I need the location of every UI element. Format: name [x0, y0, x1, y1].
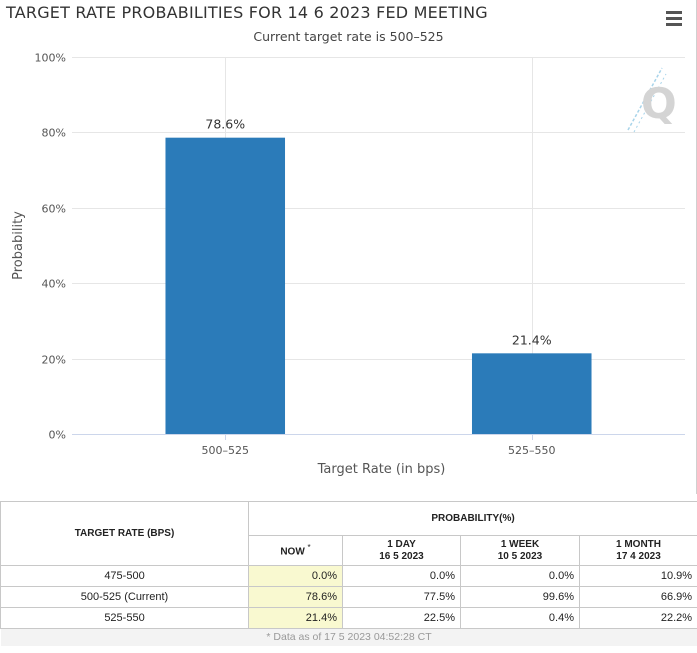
probability-table: TARGET RATE (BPS) PROBABILITY(%) NOW * 1…: [0, 501, 697, 646]
cell-1-day: 22.5%: [342, 607, 461, 629]
column-header-1-month: 1 MONTH 17 4 2023: [578, 535, 697, 566]
cell-1-day: 77.5%: [342, 586, 461, 608]
cell-1-month: 66.9%: [578, 586, 697, 608]
cell-1-week: 99.6%: [460, 586, 580, 608]
chart-grid: [72, 57, 685, 440]
chart-subtitle: Current target rate is 500–525: [253, 29, 444, 44]
y-tick-label: 0%: [49, 429, 66, 442]
column-header-1-day-date: 16 5 2023: [379, 550, 424, 562]
table-row: 525-550 21.4% 22.5% 0.4% 22.2%: [0, 607, 697, 629]
chart-panel: Q 0% 20% 40% 60% 80% 100% 78.6% 500–525 21.4% 525…: [6, 0, 697, 494]
x-tick-label: 500–525: [202, 444, 250, 457]
y-tick-label: 20%: [42, 354, 66, 367]
column-header-1-month-date: 17 4 2023: [616, 550, 661, 562]
target-rate-header: TARGET RATE (BPS): [0, 501, 249, 566]
table-row: 500-525 (Current) 78.6% 77.5% 99.6% 66.9…: [0, 586, 697, 608]
table-row: 475-500 0.0% 0.0% 0.0% 10.9%: [0, 565, 697, 587]
chart-labels: 0% 20% 40% 60% 80% 100% 78.6% 500–525 21.4% 525–5…: [11, 52, 556, 478]
cell-1-week: 0.4%: [460, 607, 580, 629]
watermark-letter: Q: [641, 79, 677, 128]
column-header-1-week-label: 1 WEEK: [500, 538, 540, 550]
y-tick-label: 80%: [42, 127, 66, 140]
column-header-now: NOW *: [248, 535, 343, 566]
row-rate: 475-500: [0, 565, 249, 587]
bar-data-label: 78.6%: [205, 117, 245, 132]
cell-1-month: 10.9%: [578, 565, 697, 587]
cell-now: 0.0%: [248, 565, 343, 587]
column-header-now-asterisk: *: [307, 543, 311, 553]
cell-1-week: 0.0%: [460, 565, 580, 587]
chart-title: TARGET RATE PROBABILITIES FOR 14 6 2023 …: [6, 3, 488, 22]
column-header-1-month-label: 1 MONTH: [616, 538, 662, 550]
probability-table-container: TARGET RATE (BPS) PROBABILITY(%) NOW * 1…: [0, 501, 697, 646]
column-header-1-day-label: 1 DAY: [387, 538, 416, 550]
y-tick-label: 40%: [42, 278, 66, 291]
cell-now: 78.6%: [248, 586, 343, 608]
bar-525-550: [471, 353, 592, 434]
column-header-1-week-date: 10 5 2023: [497, 550, 543, 562]
x-tick-label: 525–550: [508, 444, 556, 457]
x-axis-title: Target Rate (in bps): [317, 462, 446, 477]
cell-1-month: 22.2%: [578, 607, 697, 629]
y-tick-label: 60%: [42, 203, 66, 216]
probability-header: PROBABILITY(%): [247, 501, 697, 536]
y-tick-label: 100%: [35, 52, 66, 65]
column-header-1-day: 1 DAY 16 5 2023: [342, 535, 461, 566]
chart-bars: [165, 137, 592, 435]
probability-chart: Q 0% 20% 40% 60% 80% 100% 78.6% 500–525 21.4% 525…: [11, 52, 685, 478]
table-footnote-row: * Data as of 17 5 2023 04:52:28 CT: [0, 628, 697, 646]
row-rate: 500-525 (Current): [0, 586, 249, 608]
y-axis-title: Probability: [11, 211, 26, 280]
row-rate: 525-550: [0, 607, 249, 629]
cell-now: 21.4%: [248, 607, 343, 629]
quikstrike-watermark-icon: Q: [627, 67, 677, 133]
data-timestamp-footnote: * Data as of 17 5 2023 04:52:28 CT: [0, 628, 697, 646]
column-header-now-label: NOW: [280, 546, 305, 558]
bar-500-525: [165, 137, 286, 435]
hamburger-menu-icon[interactable]: [662, 11, 686, 31]
column-header-1-week: 1 WEEK 10 5 2023: [460, 535, 580, 566]
cell-1-day: 0.0%: [342, 565, 461, 587]
bar-data-label: 21.4%: [512, 332, 552, 347]
